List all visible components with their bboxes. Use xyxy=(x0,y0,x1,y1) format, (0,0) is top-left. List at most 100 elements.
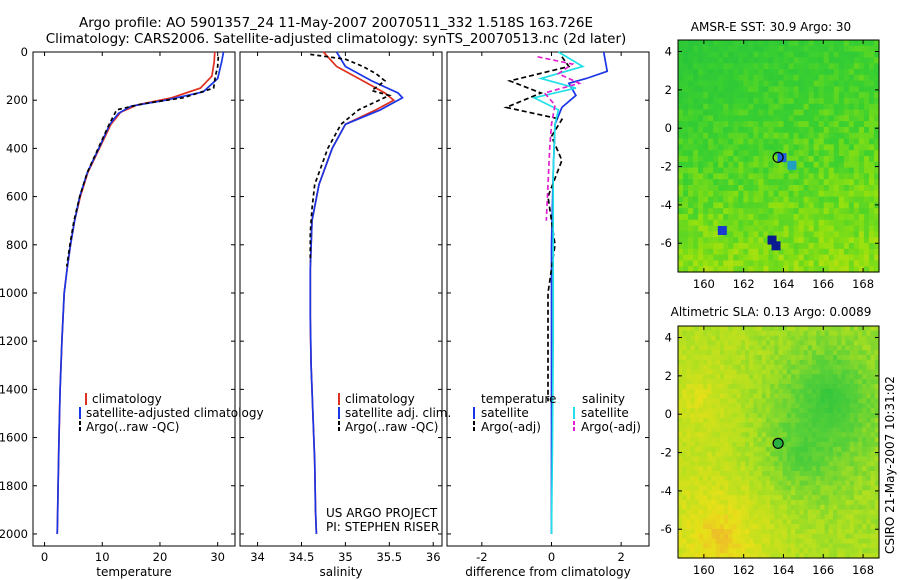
map-cell xyxy=(683,185,689,192)
map-cell xyxy=(748,254,754,261)
map-cell xyxy=(849,446,855,453)
map-cell xyxy=(694,379,700,385)
map-cell xyxy=(770,374,775,380)
map-cell xyxy=(757,548,763,554)
map-cell xyxy=(845,364,851,371)
map-cell xyxy=(853,533,859,540)
map-cell xyxy=(833,254,840,261)
map-cell xyxy=(782,504,788,511)
map-cell xyxy=(870,490,876,496)
map-cell xyxy=(740,364,746,371)
map-cell xyxy=(743,51,749,58)
map-cell xyxy=(728,86,734,93)
map-cell xyxy=(743,40,749,47)
map-cell xyxy=(678,345,683,351)
map-cell xyxy=(708,103,714,111)
map-cell xyxy=(832,379,838,385)
map-cell xyxy=(708,132,714,140)
map-cell xyxy=(868,51,875,58)
map-cell xyxy=(782,403,788,409)
map-cell xyxy=(682,422,687,429)
map-cell xyxy=(718,40,724,47)
map-cell xyxy=(832,471,838,477)
map-cell xyxy=(768,254,775,261)
map-cell xyxy=(841,509,847,516)
map-cell xyxy=(698,156,704,163)
map-cell xyxy=(803,248,810,256)
map-cell xyxy=(698,379,704,385)
map-cell xyxy=(873,144,880,151)
map-cell xyxy=(736,500,742,506)
map-cell xyxy=(719,504,725,511)
map-cell xyxy=(845,538,851,545)
map-cell xyxy=(763,40,770,47)
map-cell xyxy=(788,121,795,128)
map-cell xyxy=(874,326,880,332)
map-cell xyxy=(816,533,821,540)
map-cell xyxy=(690,509,696,516)
map-cell xyxy=(774,403,780,409)
map-cell xyxy=(707,456,713,462)
map-cell xyxy=(773,202,780,209)
map-cell xyxy=(763,237,770,244)
map-cell xyxy=(866,509,872,516)
map-cell xyxy=(693,92,699,99)
map-cell xyxy=(793,219,800,227)
map-cell xyxy=(791,485,796,491)
y-tick-label: 800 xyxy=(6,238,28,252)
map-cell xyxy=(799,340,805,346)
map-cell xyxy=(863,243,870,250)
map-cell xyxy=(703,451,708,458)
map-cell xyxy=(841,514,847,520)
map-cell xyxy=(763,150,770,157)
map-cell xyxy=(866,384,872,390)
map-cell xyxy=(843,167,850,174)
map-cell xyxy=(688,144,694,151)
map-cell xyxy=(707,432,713,438)
map-cell xyxy=(866,398,872,404)
map-cell xyxy=(783,237,790,244)
map-cell xyxy=(849,326,855,332)
map-cell xyxy=(732,369,738,375)
map-cell xyxy=(828,115,835,122)
map-cell xyxy=(770,495,775,501)
map-cell xyxy=(858,115,865,122)
map-cell xyxy=(823,132,830,140)
map-cell xyxy=(728,260,734,267)
map-cell xyxy=(740,350,746,356)
map-cell xyxy=(795,533,801,540)
map-cell xyxy=(813,266,820,273)
map-cell xyxy=(688,103,694,111)
map-cell xyxy=(812,475,817,482)
map-cell xyxy=(745,509,750,516)
map-cell xyxy=(795,374,801,380)
map-cell xyxy=(782,553,788,559)
map-cell xyxy=(711,374,717,380)
map-cell xyxy=(703,490,708,496)
map-cell xyxy=(874,355,880,361)
map-cell xyxy=(858,260,865,267)
map-cell xyxy=(843,156,850,163)
map-cell xyxy=(828,359,834,366)
map-cell xyxy=(849,543,855,549)
map-cell xyxy=(703,121,709,128)
map-cell xyxy=(793,260,800,267)
map-cell xyxy=(807,466,813,472)
map-cell xyxy=(820,495,826,501)
map-cell xyxy=(686,326,692,332)
map-cell xyxy=(858,138,865,145)
map-cell xyxy=(724,509,729,516)
y-tick-label: 2 xyxy=(665,83,672,97)
map-cell xyxy=(838,45,845,53)
map-cell xyxy=(749,427,754,433)
map-cell xyxy=(745,403,750,409)
map-cell xyxy=(778,335,784,342)
map-cell xyxy=(698,335,704,342)
map-cell xyxy=(868,254,875,261)
map-cell xyxy=(807,538,813,545)
map-cell xyxy=(853,80,860,87)
map-cell xyxy=(745,398,750,404)
map-cell xyxy=(853,138,860,145)
map-cell xyxy=(707,369,713,375)
map-cell xyxy=(828,471,834,477)
